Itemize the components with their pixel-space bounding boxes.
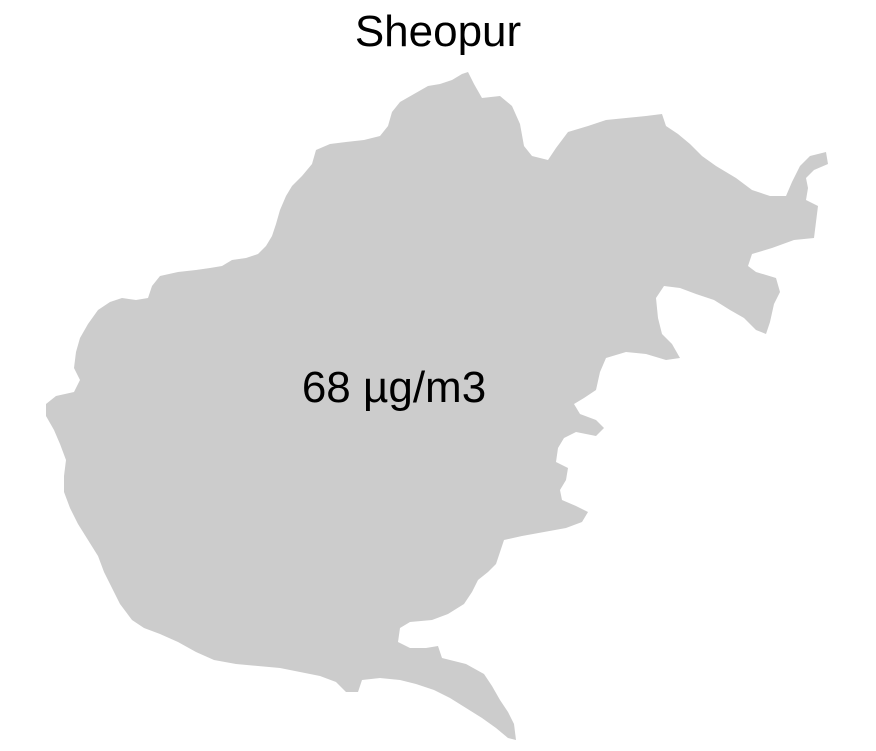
district-region-sheopur [46,72,828,740]
district-value-label: 68 µg/m3 [301,363,487,412]
map-title: Sheopur [354,7,522,56]
